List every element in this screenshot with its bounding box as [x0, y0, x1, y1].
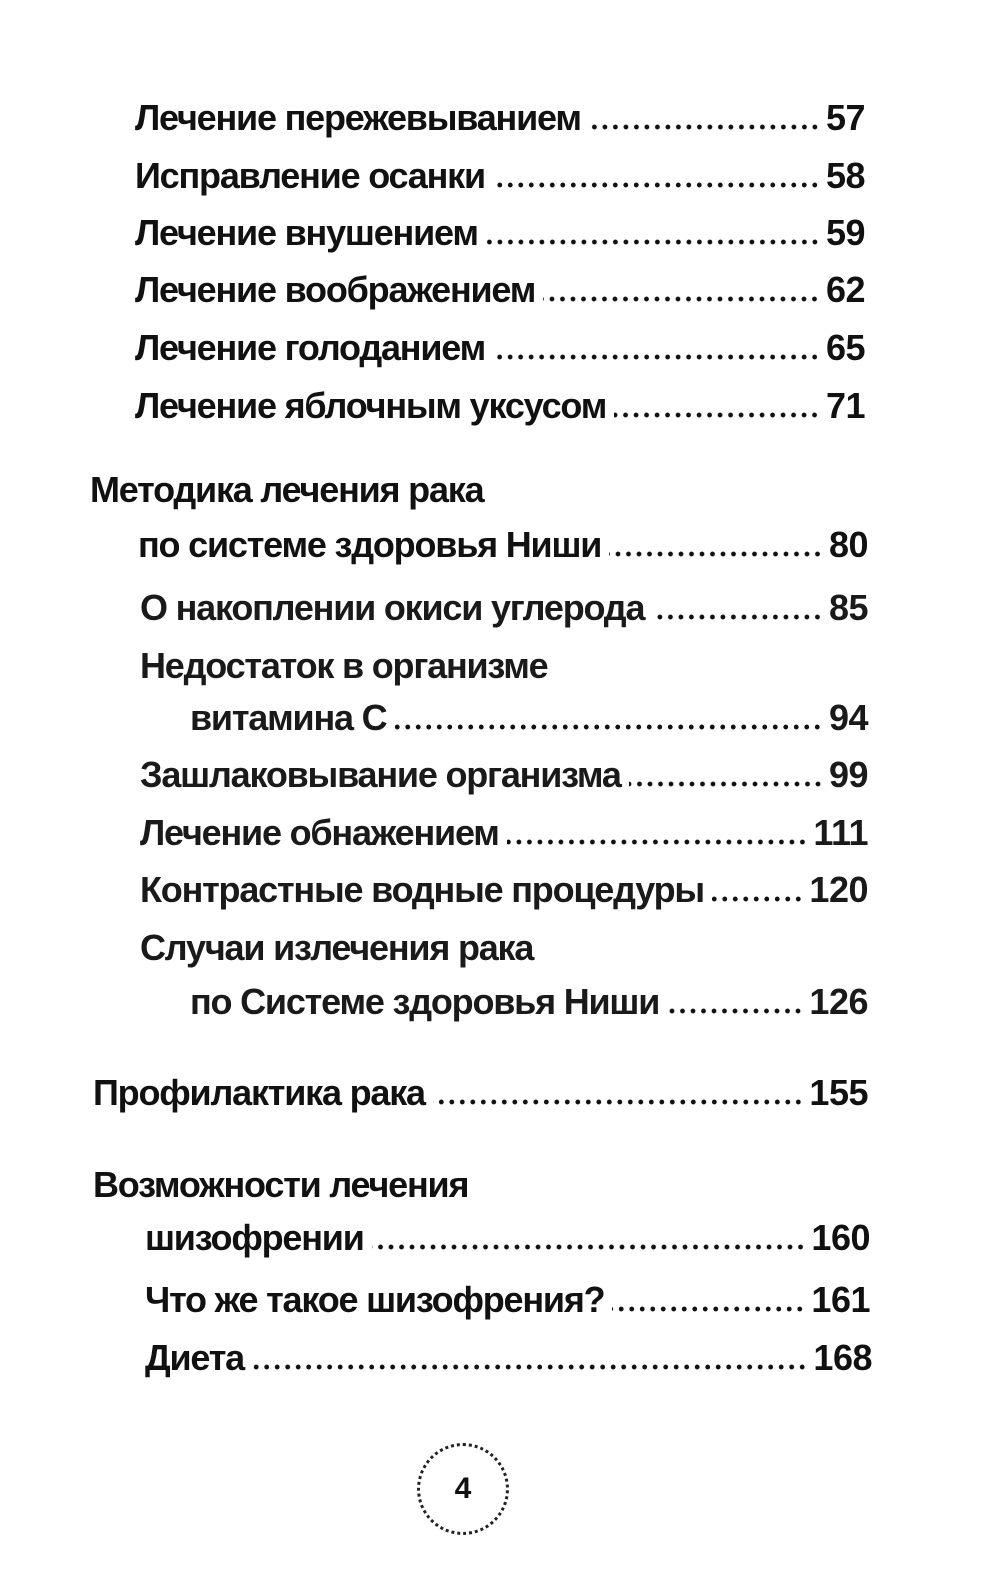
- toc-page: 71: [825, 385, 866, 426]
- toc-entry: шизофрении 160: [145, 1216, 870, 1260]
- toc-title: Профилактика рака: [93, 1072, 426, 1113]
- toc-title: Лечение пережевыванием: [135, 97, 582, 138]
- toc-entry: Лечение обнажением 111: [140, 811, 868, 855]
- toc-entry: по системе здоровья Ниши 80: [138, 523, 869, 567]
- toc-page: 155: [809, 1072, 868, 1113]
- toc-entry: витамина С 94: [190, 696, 869, 740]
- toc-title: по системе здоровья Ниши: [138, 524, 602, 565]
- toc-entry: Лечение голоданием 65: [135, 326, 866, 370]
- dot-leader: [588, 124, 820, 130]
- toc-title: Лечение голоданием: [135, 327, 486, 368]
- toc-entry: Лечение яблочным уксусом 71: [135, 384, 866, 428]
- dot-leader: [493, 354, 820, 360]
- dot-leader: [612, 1306, 806, 1312]
- dot-leader: [432, 1099, 804, 1105]
- dot-leader: [652, 614, 823, 620]
- toc-title: витамина С: [190, 697, 388, 738]
- toc-page: 120: [809, 869, 868, 910]
- page-number-text: 4: [454, 1472, 472, 1505]
- dot-leader: [628, 781, 823, 787]
- toc-page: 94: [828, 697, 869, 738]
- dot-leader: [667, 1008, 804, 1014]
- toc-entry: по Системе здоровья Ниши 126: [190, 980, 868, 1024]
- toc-entry: Исправление осанки 58: [135, 154, 866, 198]
- toc-title: шизофрении: [145, 1217, 365, 1258]
- dot-leader: [485, 239, 820, 245]
- dot-leader: [543, 296, 820, 302]
- toc-entry: Зашлаковывание организма 99: [140, 753, 869, 797]
- toc-entry: Лечение воображением 62: [135, 268, 866, 312]
- toc-title: Контрастные водные процедуры: [140, 869, 705, 910]
- toc-page: 59: [825, 212, 866, 253]
- toc-page: 58: [825, 155, 866, 196]
- toc-page: 57: [825, 97, 866, 138]
- toc-title: Исправление осанки: [135, 155, 486, 196]
- toc-entry: О накоплении окиси углерода 85: [140, 586, 869, 630]
- dot-leader: [251, 1364, 808, 1370]
- toc-title: Что же такое шизофрения?: [145, 1279, 606, 1320]
- toc-section-heading: Возможности лечения: [93, 1164, 469, 1205]
- toc-page: 161: [811, 1279, 870, 1320]
- toc-page: 62: [825, 269, 866, 310]
- toc-title: Зашлаковывание организма: [140, 754, 622, 795]
- toc-title-line: Недостаток в организме: [140, 645, 549, 686]
- dot-leader: [371, 1244, 806, 1250]
- toc-page: 111: [813, 812, 868, 853]
- toc-page: 160: [811, 1217, 870, 1258]
- toc-section-heading: Методика лечения рака: [90, 469, 485, 510]
- dot-leader: [394, 724, 823, 730]
- toc-entry: Лечение пережевыванием 57: [135, 96, 866, 140]
- toc-page: 99: [828, 754, 869, 795]
- toc-page: 126: [809, 981, 868, 1022]
- toc-entry: Диета 168: [145, 1336, 872, 1380]
- toc-title: Лечение яблочным уксусом: [135, 385, 607, 426]
- toc-page: 80: [828, 524, 869, 565]
- toc-title: Лечение воображением: [135, 269, 536, 310]
- dot-leader: [711, 896, 804, 902]
- toc-entry: Что же такое шизофрения? 161: [145, 1278, 870, 1322]
- toc-title: по Системе здоровья Ниши: [190, 981, 660, 1022]
- page-number: 4: [417, 1443, 509, 1535]
- toc-entry: Контрастные водные процедуры 120: [140, 868, 868, 912]
- toc-page: 168: [813, 1337, 872, 1378]
- dot-leader: [492, 182, 820, 188]
- toc-title: Диета: [145, 1337, 245, 1378]
- dot-leader: [614, 412, 820, 418]
- toc-title: Лечение обнажением: [140, 812, 500, 853]
- toc-page: 65: [825, 327, 866, 368]
- dot-leader: [609, 551, 823, 557]
- toc-title: Лечение внушением: [135, 212, 479, 253]
- toc-entry: Лечение внушением 59: [135, 211, 866, 255]
- toc-page: 85: [828, 587, 869, 628]
- dot-leader: [506, 839, 808, 845]
- toc-title: О накоплении окиси углерода: [140, 587, 645, 628]
- toc-entry: Профилактика рака 155: [93, 1071, 868, 1115]
- toc-title-line: Случаи излечения рака: [140, 927, 534, 968]
